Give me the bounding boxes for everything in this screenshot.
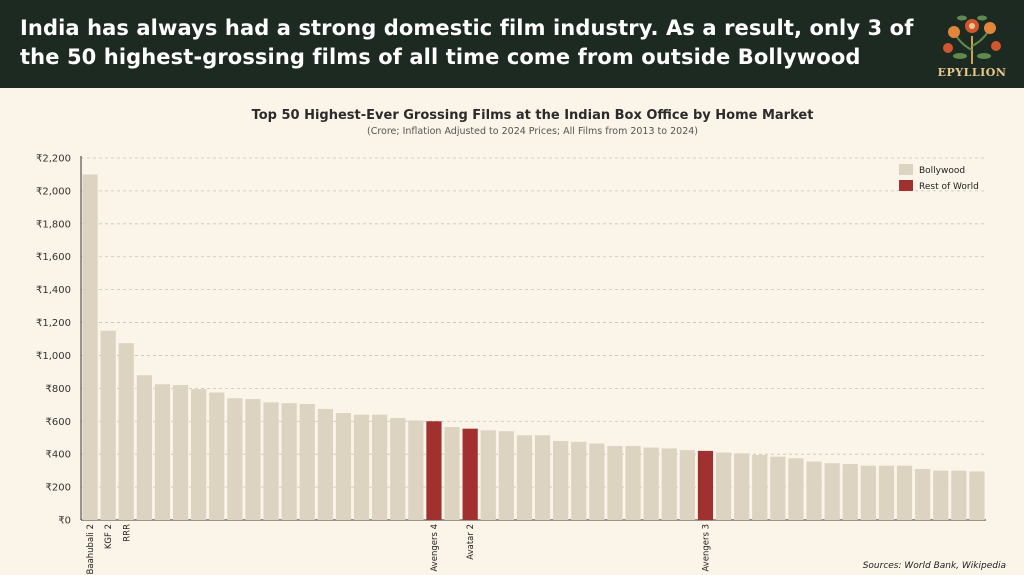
- bar: [372, 414, 388, 520]
- bar: [335, 413, 352, 520]
- x-tick-label: Avengers 4: [430, 524, 440, 572]
- bar: [317, 408, 333, 520]
- bar: [209, 392, 225, 520]
- floral-tree-icon: [943, 15, 1001, 64]
- y-tick-label: ₹1,200: [36, 318, 71, 329]
- bar: [752, 455, 768, 520]
- bar: [353, 414, 370, 520]
- bar: [299, 403, 315, 520]
- bar: [679, 450, 695, 520]
- bar: [480, 430, 496, 520]
- bar: [969, 471, 985, 520]
- bar: [951, 470, 967, 520]
- x-tick-label: RRR: [122, 524, 132, 542]
- bar: [263, 402, 279, 520]
- bar: [915, 468, 931, 520]
- legend-label: Bollywood: [919, 166, 965, 176]
- bar: [444, 427, 460, 520]
- bar: [824, 463, 840, 520]
- bar: [806, 461, 822, 520]
- y-tick-label: ₹1,400: [36, 285, 71, 296]
- source-note: Sources: World Bank, Wikipedia: [862, 561, 1006, 571]
- y-tick-label: ₹1,800: [36, 219, 71, 230]
- headline: India has always had a strong domestic f…: [20, 16, 914, 69]
- bar: [933, 470, 949, 520]
- x-tick-label: Baahubali 2: [86, 524, 96, 574]
- brand-name: EPYLLION: [937, 66, 1007, 79]
- y-tick-label: ₹800: [46, 384, 71, 395]
- bar: [571, 441, 587, 520]
- bar: [390, 417, 406, 520]
- bar: [878, 465, 895, 520]
- bar: [516, 435, 533, 520]
- bar: [245, 399, 261, 520]
- bar: [172, 385, 189, 520]
- x-tick-label: KGF 2: [104, 524, 114, 549]
- legend-swatch: [899, 164, 913, 175]
- bar: [842, 464, 858, 520]
- y-tick-label: ₹600: [46, 417, 71, 428]
- bar: [100, 330, 116, 520]
- legend-swatch: [899, 180, 913, 191]
- bar: [118, 343, 134, 520]
- bar: [553, 441, 569, 520]
- y-tick-label: ₹1,600: [36, 252, 71, 263]
- legend-label: Rest of World: [919, 182, 979, 192]
- bar: [408, 420, 424, 520]
- bar: [82, 174, 98, 521]
- x-tick-label: Avatar 2: [466, 524, 476, 560]
- chart-subtitle: (Crore; Inflation Adjusted to 2024 Price…: [367, 126, 698, 137]
- y-tick-label: ₹2,000: [36, 186, 71, 197]
- bar: [896, 465, 913, 520]
- bar: [281, 403, 297, 520]
- bar: [462, 428, 478, 520]
- y-tick-label: ₹200: [46, 483, 71, 494]
- bar: [191, 389, 207, 520]
- bar: [625, 445, 641, 520]
- bar: [697, 450, 714, 520]
- bar: [607, 445, 623, 520]
- bar: [734, 453, 750, 520]
- header-banner: India has always had a strong domestic f…: [0, 0, 1024, 88]
- bar: [643, 447, 659, 520]
- bar: [534, 435, 551, 520]
- bar: [498, 431, 514, 520]
- bar: [136, 375, 152, 520]
- bar: [227, 398, 243, 520]
- bar: [715, 452, 732, 520]
- bar: [860, 465, 876, 520]
- x-tick-label: Avengers 3: [701, 524, 711, 572]
- bar: [154, 384, 171, 520]
- bar: [426, 421, 442, 520]
- bar: [770, 456, 786, 520]
- bar: [589, 443, 605, 520]
- y-tick-label: ₹2,200: [36, 154, 71, 165]
- chart-title: Top 50 Highest-Ever Grossing Films at th…: [251, 108, 814, 123]
- bar: [661, 448, 677, 520]
- y-tick-label: ₹1,000: [36, 351, 71, 362]
- bar: [788, 458, 804, 520]
- y-tick-label: ₹0: [58, 516, 71, 527]
- y-tick-label: ₹400: [46, 450, 71, 461]
